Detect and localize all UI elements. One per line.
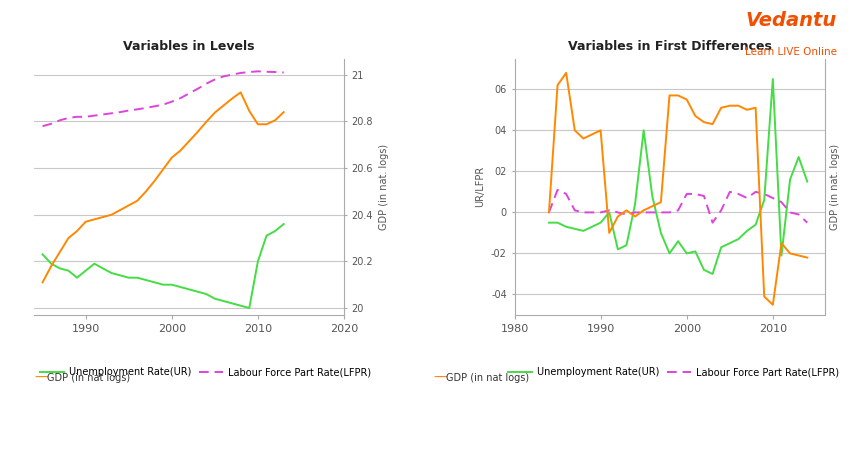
Legend: Unemployment Rate(UR), Labour Force Part Rate(LFPR): Unemployment Rate(UR), Labour Force Part… xyxy=(504,364,843,381)
Text: GDP (in nat logs): GDP (in nat logs) xyxy=(47,373,130,383)
Text: —: — xyxy=(34,371,48,385)
Text: GDP (in nat logs): GDP (in nat logs) xyxy=(446,373,530,383)
Y-axis label: UR/LFPR: UR/LFPR xyxy=(475,166,485,207)
Text: Learn LIVE Online: Learn LIVE Online xyxy=(745,47,837,57)
Y-axis label: GDP (in nat. logs): GDP (in nat. logs) xyxy=(379,144,388,230)
Y-axis label: GDP (in nat. logs): GDP (in nat. logs) xyxy=(830,144,840,230)
Text: —: — xyxy=(434,371,447,385)
Title: Variables in First Differences: Variables in First Differences xyxy=(568,40,772,53)
Text: Vedantu: Vedantu xyxy=(746,11,837,30)
Legend: Unemployment Rate(UR), Labour Force Part Rate(LFPR): Unemployment Rate(UR), Labour Force Part… xyxy=(36,364,375,381)
Title: Variables in Levels: Variables in Levels xyxy=(123,40,255,53)
